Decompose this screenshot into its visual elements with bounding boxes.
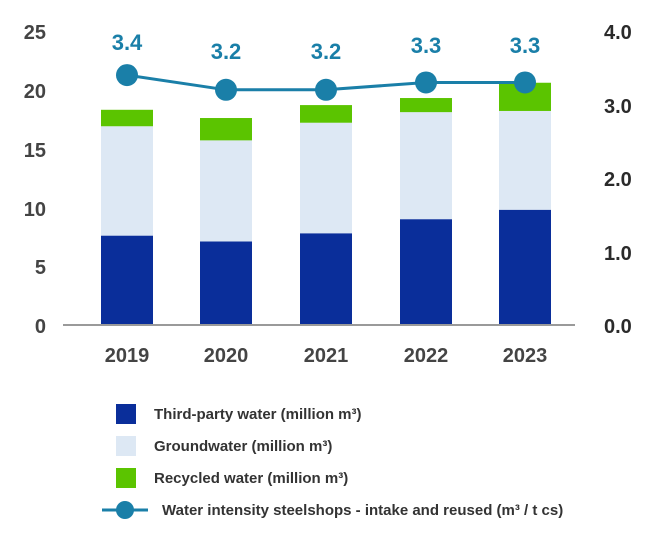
third-party-water-bar <box>300 233 352 325</box>
legend-label: Third-party water (million m³) <box>154 405 362 423</box>
legend: Third-party water (million m³) Groundwat… <box>102 398 564 526</box>
right-tick: 0.0 <box>604 316 632 338</box>
point-label: 3.2 <box>211 39 242 64</box>
category-label: 2020 <box>204 345 249 367</box>
legend-label: Groundwater (million m³) <box>154 437 333 455</box>
category-label: 2019 <box>105 345 150 367</box>
third-party-water-bar <box>499 209 551 325</box>
groundwater-bar <box>101 126 153 236</box>
intensity-point <box>215 78 237 101</box>
intensity-point <box>514 71 536 94</box>
third-party-water-bar <box>400 219 452 325</box>
recycled-water-bar <box>101 109 153 127</box>
third-party-water-bar <box>101 235 153 325</box>
legend-label: Recycled water (million m³) <box>154 469 349 487</box>
point-label: 3.3 <box>510 33 541 58</box>
groundwater-bar <box>400 112 452 220</box>
point-label: 3.3 <box>411 33 442 58</box>
groundwater-bar <box>300 122 352 234</box>
recycled-swatch <box>116 468 136 488</box>
y-axis-right: 0.0 1.0 2.0 3.0 4.0 <box>604 22 632 338</box>
third-party-water-bar <box>200 241 252 325</box>
right-tick: 2.0 <box>604 169 632 191</box>
intensity-line-swatch-icon <box>102 501 148 519</box>
legend-label: Water intensity steelshops - intake and … <box>162 501 564 519</box>
third-party-swatch <box>116 404 136 424</box>
groundwater-swatch <box>116 436 136 456</box>
category-label: 2023 <box>503 345 548 367</box>
bar-stack-group <box>101 82 551 325</box>
point-label: 3.2 <box>311 39 342 64</box>
right-tick: 4.0 <box>604 22 632 44</box>
left-tick: 0 <box>35 316 46 338</box>
intensity-line-group <box>116 64 536 101</box>
recycled-water-bar <box>200 118 252 141</box>
recycled-water-bar <box>300 105 352 123</box>
right-tick: 1.0 <box>604 243 632 265</box>
intensity-point <box>315 78 337 101</box>
left-tick: 5 <box>35 257 46 279</box>
x-axis: 2019 2020 2021 2022 2023 <box>105 345 548 367</box>
left-tick: 25 <box>24 22 46 44</box>
left-tick: 15 <box>24 140 46 162</box>
recycled-water-bar <box>400 98 452 113</box>
left-tick: 20 <box>24 81 46 103</box>
intensity-point <box>415 71 437 94</box>
legend-item-third-party: Third-party water (million m³) <box>108 398 563 430</box>
point-labels: 3.4 3.2 3.2 3.3 3.3 <box>112 30 541 64</box>
groundwater-bar <box>499 110 551 210</box>
y-axis-left: 0 5 10 15 20 25 <box>24 22 46 338</box>
category-label: 2021 <box>304 345 349 367</box>
groundwater-bar <box>200 140 252 242</box>
intensity-point <box>116 64 138 87</box>
category-label: 2022 <box>404 345 449 367</box>
legend-item-recycled: Recycled water (million m³) <box>108 462 563 494</box>
legend-item-groundwater: Groundwater (million m³) <box>108 430 563 462</box>
left-tick: 10 <box>24 199 46 221</box>
point-label: 3.4 <box>112 30 143 55</box>
right-tick: 3.0 <box>604 96 632 118</box>
legend-item-intensity: Water intensity steelshops - intake and … <box>102 494 564 526</box>
